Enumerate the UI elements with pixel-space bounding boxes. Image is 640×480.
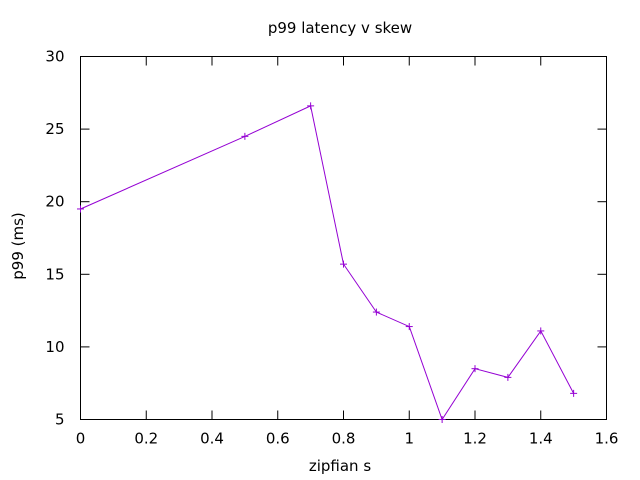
y-tick-labels: 5 10 15 20 25 30 [45, 48, 64, 429]
data-point-marker [307, 102, 315, 110]
data-point-marker [372, 308, 380, 316]
x-tick-label: 0.2 [134, 430, 158, 448]
x-tick-label: 1.2 [463, 430, 487, 448]
y-tick-label: 10 [45, 338, 64, 356]
x-tick-label: 0 [76, 430, 86, 448]
x-axis-label: zipfian s [309, 457, 371, 475]
series-line [80, 105, 575, 421]
axis-ticks [80, 56, 607, 420]
data-point-marker [340, 260, 347, 268]
data-point-marker [405, 323, 413, 331]
y-tick-label: 15 [45, 265, 64, 283]
data-point-marker [570, 389, 578, 397]
x-tick-label: 0.4 [200, 430, 224, 448]
x-tick-label: 1 [404, 430, 414, 448]
plot-frame [80, 56, 607, 420]
data-point-marker [504, 373, 512, 381]
x-tick-labels: 0 0.2 0.4 0.6 0.8 1 1.2 1.4 1.6 [76, 430, 619, 448]
y-tick-label: 5 [55, 411, 65, 429]
x-tick-label: 1.4 [529, 430, 553, 448]
y-tick-label: 30 [45, 48, 64, 66]
x-tick-label: 0.6 [266, 430, 290, 448]
chart-title: p99 latency v skew [268, 19, 412, 37]
y-axis-label: p99 (ms) [9, 212, 27, 280]
x-tick-label: 0.8 [332, 430, 356, 448]
data-point-marker [471, 365, 479, 373]
x-tick-label: 1.6 [595, 430, 619, 448]
data-point-marker [438, 416, 446, 423]
data-point-marker [241, 132, 249, 140]
series-layer [77, 102, 578, 423]
y-tick-label: 20 [45, 193, 64, 211]
data-point-marker [537, 327, 545, 335]
data-point-marker [77, 205, 84, 213]
y-tick-label: 25 [45, 120, 64, 138]
